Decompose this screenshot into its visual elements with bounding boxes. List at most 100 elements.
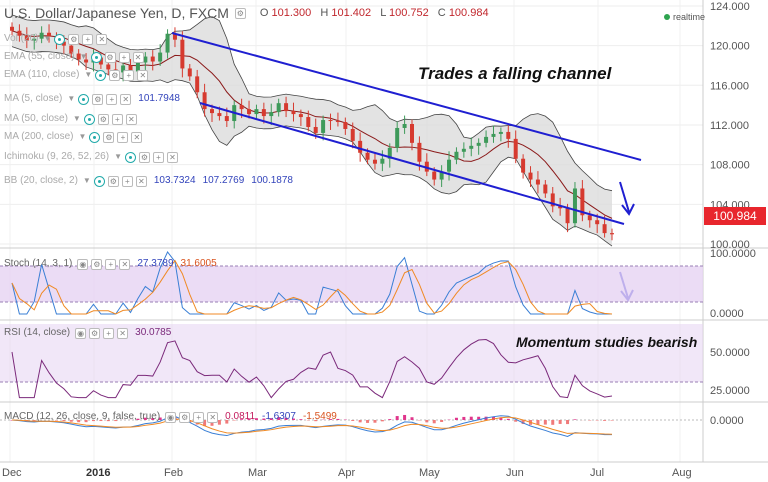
settings-icon[interactable]: ⚙ — [109, 69, 121, 81]
close-icon[interactable]: ✕ — [132, 51, 144, 63]
price-tick-label: 116.000 — [710, 80, 749, 92]
candle — [165, 33, 170, 53]
chevron-down-icon[interactable]: ▼ — [79, 52, 88, 61]
candle — [202, 92, 207, 110]
macd-histogram-bar — [380, 420, 384, 422]
candle — [291, 111, 296, 115]
chevron-down-icon[interactable]: ▼ — [72, 114, 81, 123]
settings-icon[interactable]: ⚙ — [179, 411, 191, 423]
candle — [17, 30, 22, 36]
indicator-row[interactable]: Vol (20) ▼ ⚙ + ✕ — [4, 32, 108, 46]
candle — [313, 126, 318, 133]
close-icon[interactable]: ✕ — [131, 131, 143, 143]
rsi-legend[interactable]: RSI (14, close) ◉ ⚙ + ✕ 30.0785 — [4, 327, 172, 339]
indicator-name: MA (5, close) — [4, 93, 63, 104]
chevron-down-icon[interactable]: ▼ — [67, 94, 76, 103]
indicator-row[interactable]: Ichimoku (9, 26, 52, 26) ▼ ⚙ + ✕ — [4, 150, 178, 164]
macd-histogram-bar — [558, 420, 562, 424]
macd-histogram-bar — [247, 419, 251, 420]
settings-icon[interactable]: ⚙ — [234, 7, 246, 19]
macd-histogram-bar — [610, 420, 614, 421]
add-icon[interactable]: + — [111, 113, 123, 125]
candle — [565, 208, 570, 224]
add-icon[interactable]: + — [193, 411, 205, 423]
visibility-icon[interactable] — [54, 33, 66, 45]
visibility-icon[interactable] — [93, 175, 105, 187]
add-icon[interactable]: + — [105, 258, 117, 270]
indicator-name: Vol (20) — [4, 33, 39, 44]
candle — [150, 56, 155, 62]
macd-legend[interactable]: MACD (12, 26, close, 9, false, true) ◉ ⚙ +… — [4, 411, 337, 423]
settings-icon[interactable]: ⚙ — [68, 33, 80, 45]
close-icon[interactable]: ✕ — [135, 175, 147, 187]
stoch-tick-label: 0.0000 — [710, 308, 744, 320]
settings-icon[interactable]: ⚙ — [91, 258, 103, 270]
visibility-icon[interactable] — [95, 69, 107, 81]
add-icon[interactable]: + — [106, 93, 118, 105]
indicator-row[interactable]: BB (20, close, 2) ▼ ⚙ + ✕ 103.7324 107.2769 100… — [4, 174, 293, 188]
close-icon[interactable]: ✕ — [117, 327, 129, 339]
macd-histogram-bar — [225, 420, 229, 424]
settings-icon[interactable]: ⚙ — [89, 327, 101, 339]
indicator-row[interactable]: EMA (55, close) ▼ ⚙ + ✕ — [4, 50, 144, 64]
close-icon[interactable]: ✕ — [120, 93, 132, 105]
candle — [10, 26, 14, 31]
chevron-down-icon[interactable]: ▼ — [82, 176, 91, 185]
chevron-down-icon[interactable]: ▼ — [84, 70, 93, 79]
stoch-panel: 100.0000 0.0000 — [0, 248, 756, 320]
add-icon[interactable]: + — [121, 175, 133, 187]
indicator-row[interactable]: MA (50, close) ▼ ⚙ + ✕ — [4, 112, 137, 126]
stoch-legend[interactable]: Stoch (14, 3, 1) ◉ ⚙ + ✕ 27.3789 31.6005 — [4, 258, 217, 270]
visibility-icon[interactable] — [83, 113, 95, 125]
chevron-down-icon[interactable]: ▼ — [114, 152, 122, 161]
close-icon[interactable]: ✕ — [137, 69, 149, 81]
chevron-down-icon[interactable]: ▼ — [43, 34, 52, 43]
close-icon[interactable]: ✕ — [166, 151, 178, 163]
visibility-icon[interactable]: ◉ — [75, 327, 87, 339]
add-icon[interactable]: + — [118, 51, 130, 63]
close-icon[interactable]: ✕ — [96, 33, 108, 45]
candle — [535, 179, 540, 185]
indicator-row[interactable]: EMA (110, close) ▼ ⚙ + ✕ — [4, 68, 149, 82]
visibility-icon[interactable] — [89, 131, 101, 143]
visibility-icon[interactable] — [78, 93, 90, 105]
close-icon[interactable]: ✕ — [207, 411, 219, 423]
settings-icon[interactable]: ⚙ — [138, 151, 150, 163]
settings-icon[interactable]: ⚙ — [104, 51, 116, 63]
candle — [210, 109, 214, 114]
chevron-down-icon[interactable]: ▼ — [78, 132, 87, 141]
settings-icon[interactable]: ⚙ — [92, 93, 104, 105]
settings-icon[interactable]: ⚙ — [97, 113, 109, 125]
macd-histogram-bar — [32, 420, 36, 421]
macd-histogram-bar — [277, 417, 281, 420]
macd-histogram-bar — [291, 418, 295, 420]
add-icon[interactable]: + — [82, 33, 94, 45]
add-icon[interactable]: + — [123, 69, 135, 81]
indicator-name: MA (50, close) — [4, 113, 68, 124]
candle — [447, 159, 452, 172]
candle — [610, 233, 614, 235]
candle — [380, 158, 385, 164]
macd-histogram-bar — [358, 420, 362, 423]
close-icon[interactable]: ✕ — [119, 258, 131, 270]
macd-histogram-bar — [69, 420, 73, 422]
visibility-icon[interactable] — [124, 151, 136, 163]
candle — [335, 121, 340, 123]
add-icon[interactable]: + — [152, 151, 164, 163]
add-icon[interactable]: + — [117, 131, 129, 143]
close-icon[interactable]: ✕ — [125, 113, 137, 125]
indicator-row[interactable]: MA (200, close) ▼ ⚙ + ✕ — [4, 130, 143, 144]
settings-icon[interactable]: ⚙ — [107, 175, 119, 187]
visibility-icon[interactable]: ◉ — [165, 411, 177, 423]
symbol-header[interactable]: U.S. Dollar/Japanese Yen, D, FXCM ⚙ O 10… — [4, 4, 495, 22]
realtime-dot-icon — [664, 14, 670, 20]
visibility-icon[interactable] — [90, 51, 102, 63]
settings-icon[interactable]: ⚙ — [103, 131, 115, 143]
candle — [528, 172, 533, 180]
add-icon[interactable]: + — [103, 327, 115, 339]
visibility-icon[interactable]: ◉ — [77, 258, 89, 270]
time-tick-label: Apr — [338, 467, 355, 479]
candle — [476, 142, 481, 146]
indicator-row[interactable]: MA (5, close) ▼ ⚙ + ✕ 101.7948 — [4, 92, 180, 106]
